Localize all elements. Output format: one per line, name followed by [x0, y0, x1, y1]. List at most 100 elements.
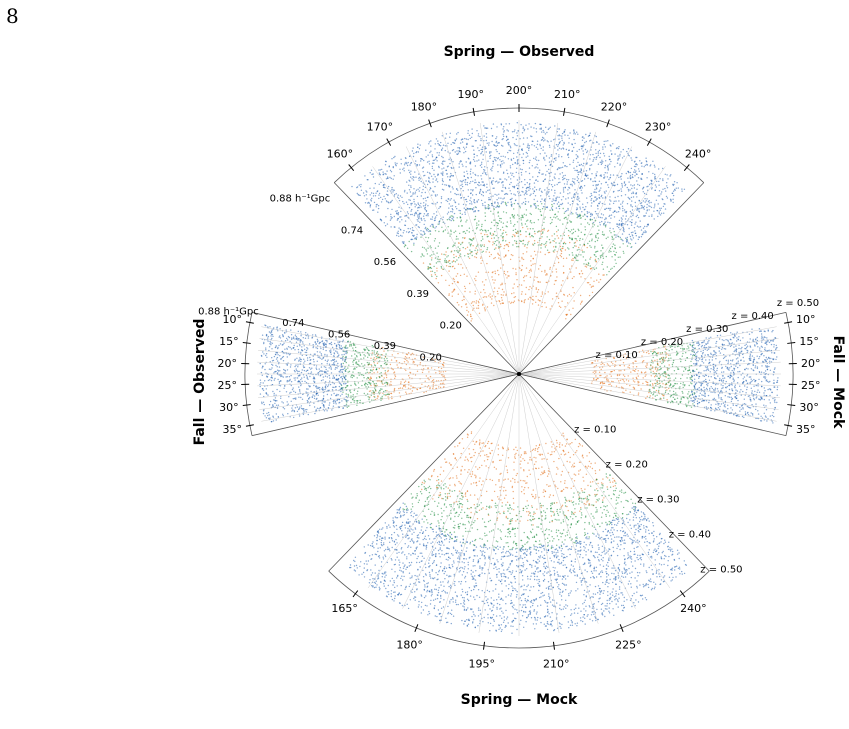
galaxy-point [617, 522, 619, 524]
galaxy-point [618, 200, 620, 202]
galaxy-point [582, 578, 584, 580]
galaxy-point [438, 221, 441, 223]
galaxy-point [590, 192, 592, 195]
galaxy-point [634, 201, 636, 204]
galaxy-point [557, 128, 559, 130]
galaxy-point [671, 548, 673, 550]
galaxy-point [535, 467, 537, 470]
galaxy-point [430, 267, 433, 269]
galaxy-point [406, 192, 408, 194]
galaxy-point [418, 164, 421, 166]
galaxy-point [621, 218, 623, 220]
galaxy-point [556, 519, 558, 521]
galaxy-point [451, 261, 453, 263]
galaxy-point [474, 256, 476, 258]
galaxy-point [491, 183, 494, 185]
galaxy-point [573, 568, 575, 570]
galaxy-point [560, 256, 563, 258]
galaxy-point [503, 197, 505, 199]
galaxy-point [509, 258, 512, 261]
galaxy-point [479, 441, 481, 443]
galaxy-point [492, 161, 494, 163]
galaxy-point [423, 479, 425, 481]
galaxy-point [454, 140, 457, 142]
galaxy-point [524, 203, 526, 205]
galaxy-point [440, 488, 442, 490]
galaxy-point [563, 576, 565, 579]
galaxy-point [445, 260, 447, 262]
galaxy-point [621, 239, 623, 241]
galaxy-point [397, 217, 399, 220]
galaxy-point [516, 135, 519, 137]
galaxy-point [591, 173, 593, 175]
galaxy-point [410, 170, 412, 172]
galaxy-point [459, 248, 461, 250]
galaxy-point [509, 504, 511, 506]
galaxy-point [360, 186, 362, 188]
galaxy-point [516, 565, 518, 567]
galaxy-point [560, 490, 563, 492]
galaxy-point [547, 623, 549, 625]
galaxy-point [468, 231, 470, 233]
galaxy-point [599, 525, 601, 528]
galaxy-point [430, 175, 433, 177]
galaxy-point [520, 124, 522, 126]
galaxy-point [556, 442, 558, 444]
galaxy-point [574, 237, 576, 240]
galaxy-point [526, 146, 528, 148]
galaxy-point [458, 225, 460, 227]
galaxy-point [441, 226, 443, 228]
galaxy-point [656, 210, 659, 212]
galaxy-point [436, 181, 439, 183]
galaxy-point [597, 482, 599, 485]
galaxy-point [574, 542, 576, 544]
galaxy-point [572, 232, 575, 234]
galaxy-point [390, 595, 392, 598]
galaxy-point [429, 479, 431, 481]
galaxy-point [448, 218, 450, 220]
galaxy-point [557, 144, 560, 146]
galaxy-point [429, 151, 431, 154]
galaxy-point [464, 213, 466, 215]
galaxy-point [474, 215, 477, 218]
galaxy-point [514, 223, 516, 226]
galaxy-point [527, 201, 530, 203]
galaxy-point [470, 432, 473, 435]
galaxy-point [370, 192, 373, 194]
galaxy-point [478, 466, 481, 469]
galaxy-point [540, 247, 542, 249]
galaxy-point [553, 514, 555, 517]
galaxy-point [658, 168, 660, 170]
galaxy-point [529, 269, 531, 272]
galaxy-point [543, 470, 546, 472]
galaxy-point [440, 274, 443, 277]
galaxy-point [403, 170, 405, 172]
galaxy-point [473, 504, 475, 506]
galaxy-point [466, 173, 469, 175]
galaxy-point [453, 256, 455, 259]
galaxy-point [449, 495, 451, 498]
galaxy-point [469, 457, 472, 459]
galaxy-point [448, 270, 450, 272]
galaxy-point [461, 561, 463, 563]
galaxy-point [418, 212, 421, 214]
galaxy-point [519, 138, 521, 140]
galaxy-point [444, 260, 446, 262]
galaxy-point [494, 256, 496, 259]
galaxy-point [645, 157, 647, 159]
galaxy-point [595, 236, 597, 238]
galaxy-point [581, 211, 583, 213]
galaxy-point [418, 179, 420, 181]
galaxy-point [528, 147, 530, 149]
galaxy-point [496, 144, 499, 147]
galaxy-point [443, 510, 445, 512]
galaxy-point [554, 572, 556, 575]
galaxy-point [522, 137, 525, 139]
galaxy-point [565, 313, 567, 316]
galaxy-point [554, 147, 556, 149]
galaxy-point [384, 576, 386, 578]
galaxy-point [463, 207, 465, 209]
galaxy-point [528, 511, 530, 513]
galaxy-point [493, 248, 496, 250]
galaxy-point [466, 246, 469, 248]
